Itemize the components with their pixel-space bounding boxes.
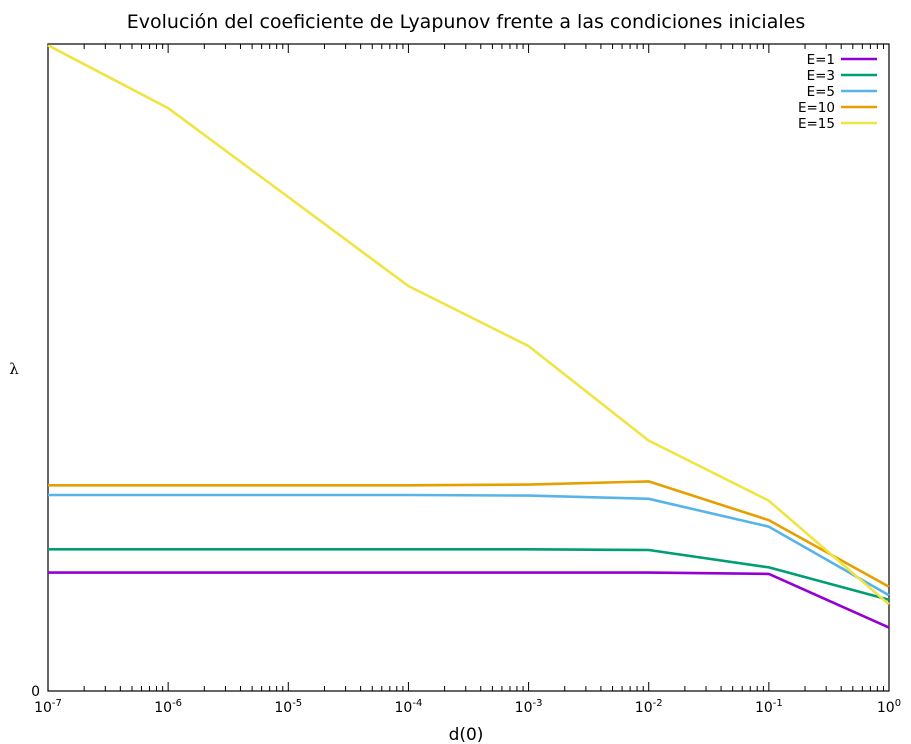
x-tick-label: 10-7 bbox=[34, 698, 62, 716]
series-line-e-5 bbox=[48, 493, 890, 597]
series-lines bbox=[47, 44, 890, 629]
x-tick-label: 100 bbox=[877, 698, 901, 716]
x-tick-label: 10-4 bbox=[395, 698, 423, 716]
legend-label: E=3 bbox=[807, 68, 835, 84]
x-tick-labels: 10-7 10-6 10-5 10-4 10-3 10-2 10-1 100 bbox=[34, 698, 901, 716]
axis-ticks bbox=[47, 44, 890, 692]
y-tick-label-0: 0 bbox=[31, 684, 40, 700]
series-line-e-1 bbox=[48, 571, 890, 629]
legend-label: E=1 bbox=[807, 52, 835, 68]
legend-label: E=15 bbox=[798, 116, 835, 132]
x-axis-label: d(0) bbox=[449, 725, 484, 744]
plot-frame bbox=[47, 43, 890, 692]
x-tick-label: 10-2 bbox=[635, 698, 663, 716]
x-tick-label: 10-3 bbox=[515, 698, 543, 716]
series-line-e-10 bbox=[48, 480, 890, 588]
chart-title: Evolución del coeficiente de Lyapunov fr… bbox=[127, 11, 805, 33]
legend: E=1E=3E=5E=10E=15 bbox=[798, 52, 877, 132]
legend-label: E=10 bbox=[798, 100, 835, 116]
x-tick-label: 10-5 bbox=[274, 698, 302, 716]
legend-label: E=5 bbox=[807, 84, 835, 100]
series-line-e-3 bbox=[48, 547, 890, 602]
x-tick-label: 10-1 bbox=[755, 698, 783, 716]
series-line-e-15 bbox=[47, 44, 890, 606]
y-axis-label: λ bbox=[9, 360, 19, 378]
x-tick-label: 10-6 bbox=[154, 698, 182, 716]
